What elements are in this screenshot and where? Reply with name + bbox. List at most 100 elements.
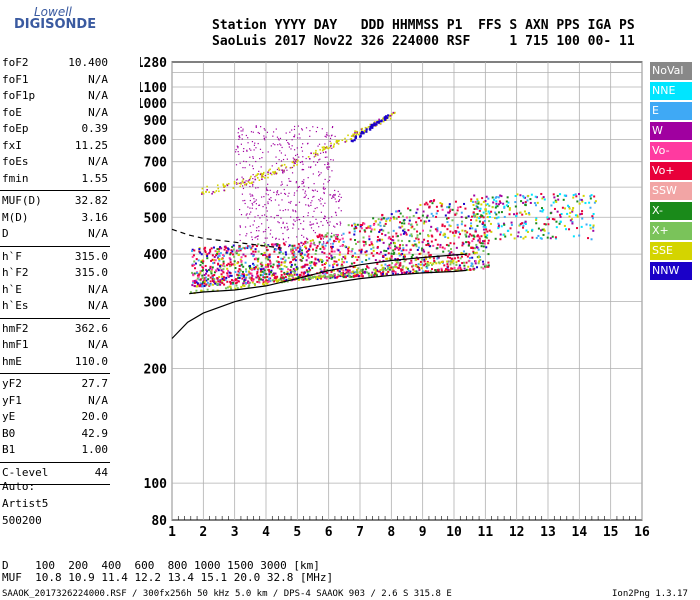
echo-point: [350, 262, 353, 265]
x-tick-label: 11: [478, 525, 494, 540]
echo-point: [421, 263, 424, 266]
echo-point: [267, 202, 269, 205]
echo-point: [395, 210, 398, 213]
param-row: hmF1 N/A: [2, 338, 108, 352]
echo-point: [243, 148, 245, 150]
echo-point: [385, 119, 388, 121]
param-key: foF2: [2, 56, 29, 69]
echo-point: [412, 244, 415, 247]
echo-point: [447, 236, 450, 239]
echo-point: [398, 226, 401, 229]
echo-point: [278, 193, 280, 196]
echo-point: [401, 252, 404, 255]
echo-point: [354, 130, 356, 132]
echo-point: [338, 240, 341, 243]
echo-point: [260, 252, 263, 255]
echo-point: [251, 236, 253, 238]
echo-point: [237, 254, 240, 257]
echo-point: [193, 272, 196, 275]
echo-point: [378, 120, 381, 123]
echo-point: [464, 230, 467, 233]
echo-point: [298, 250, 301, 253]
legend-item: SSE: [650, 242, 692, 260]
echo-point: [266, 263, 269, 266]
echo-point: [426, 214, 429, 217]
echo-point: [441, 223, 444, 226]
echo-point: [216, 250, 219, 253]
echo-point: [302, 274, 305, 277]
echo-point: [389, 217, 392, 220]
legend-item: NoVal: [650, 62, 692, 80]
echo-point: [344, 273, 347, 276]
echo-point: [278, 245, 281, 248]
echo-point: [310, 227, 313, 229]
echo-point: [200, 253, 203, 256]
echo-point: [249, 193, 251, 195]
echo-point: [223, 265, 226, 268]
echo-point: [472, 211, 475, 214]
echo-point: [321, 198, 324, 200]
echo-point: [281, 257, 284, 260]
param-value: N/A: [88, 89, 108, 102]
echo-point: [243, 281, 246, 284]
echo-point: [425, 270, 427, 273]
echo-point: [321, 149, 324, 152]
echo-point: [500, 195, 503, 198]
echo-point: [330, 235, 333, 238]
echo-point: [304, 196, 306, 198]
echo-point: [422, 270, 425, 273]
echo-point: [431, 235, 434, 238]
echo-point: [329, 194, 331, 196]
echo-point: [385, 269, 388, 272]
echo-point: [435, 215, 438, 218]
echo-point: [488, 229, 491, 232]
echo-point: [237, 182, 239, 185]
echo-point: [278, 244, 281, 247]
echo-point: [254, 237, 256, 239]
echo-point: [333, 250, 336, 253]
echo-point: [328, 257, 331, 260]
echo-point: [404, 271, 407, 274]
echo-point: [580, 225, 583, 228]
echo-point: [264, 174, 266, 177]
echo-point: [391, 270, 394, 273]
echo-point: [257, 250, 260, 253]
echo-point: [240, 256, 243, 259]
echo-point: [510, 221, 513, 224]
echo-point: [270, 145, 272, 147]
echo-point: [439, 246, 442, 249]
echo-point: [372, 249, 375, 252]
echo-point: [245, 274, 248, 277]
echo-point: [589, 224, 592, 227]
echo-point: [249, 199, 251, 202]
echo-point: [421, 229, 424, 232]
echo-point: [282, 158, 285, 161]
echo-point: [323, 183, 325, 185]
echo-point: [331, 216, 333, 218]
echo-point: [232, 263, 235, 266]
echo-point: [472, 213, 475, 216]
echo-point: [195, 289, 198, 292]
echo-point: [449, 230, 452, 233]
echo-point: [342, 271, 345, 274]
echo-point: [350, 275, 353, 278]
echo-point: [457, 206, 460, 209]
echo-point: [454, 257, 457, 260]
echo-point: [265, 266, 268, 269]
echo-point: [431, 202, 434, 205]
echo-point: [400, 239, 403, 242]
echo-point: [574, 214, 577, 217]
echo-point: [318, 276, 321, 279]
echo-point: [446, 206, 449, 209]
echo-point: [194, 267, 197, 270]
echo-point: [303, 228, 305, 230]
echo-point: [199, 283, 202, 286]
echo-point: [261, 173, 264, 175]
echo-point: [288, 178, 290, 180]
echo-point: [318, 274, 321, 277]
echo-point: [256, 268, 259, 271]
echo-point: [316, 161, 319, 164]
echo-point: [505, 200, 508, 203]
echo-point: [562, 198, 565, 201]
echo-point: [481, 214, 484, 217]
